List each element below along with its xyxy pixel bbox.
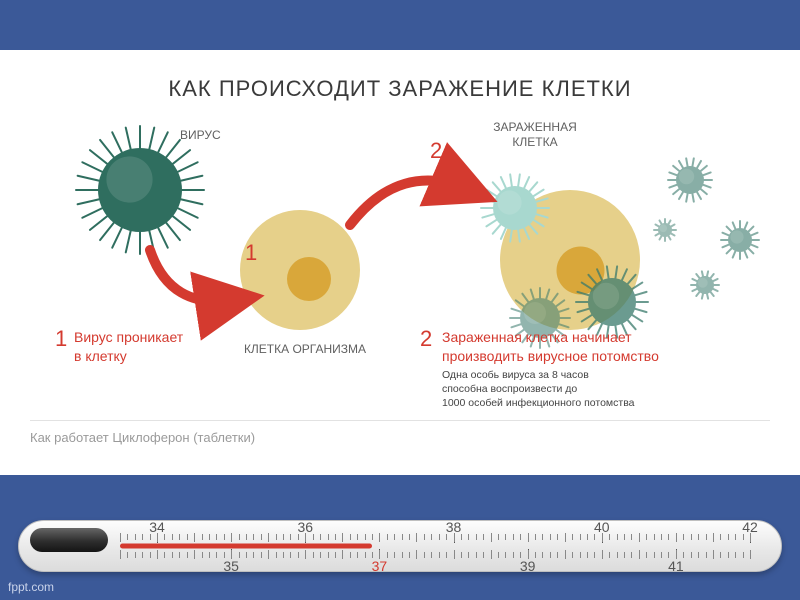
- thermo-tick-bottom: 37: [372, 558, 388, 574]
- svg-text:1: 1: [245, 240, 257, 265]
- thermo-tick-bottom: 41: [668, 558, 684, 574]
- label-infected-cell: ЗАРАЖЕННАЯКЛЕТКА: [460, 120, 610, 150]
- step-2-subnote: Одна особь вируса за 8 часовспособна вос…: [442, 368, 635, 411]
- thermo-tick-bottom: 39: [520, 558, 536, 574]
- step-1-text: Вирус проникаетв клетку: [74, 328, 183, 366]
- thermometer: 343638404235373941: [18, 514, 782, 578]
- infection-diagram: 12: [0, 50, 800, 450]
- thermometer-liquid: [120, 544, 372, 549]
- watermark: fppt.com: [8, 580, 54, 594]
- thermo-tick-bottom: 35: [223, 558, 239, 574]
- step-2-text: Зараженная клетка начинаетпроизводить ви…: [442, 328, 659, 366]
- label-virus: ВИРУС: [180, 128, 260, 142]
- step-1-number: 1: [55, 326, 67, 352]
- infographic-panel: КАК ПРОИСХОДИТ ЗАРАЖЕНИЕ КЛЕТКИ 12 ВИРУС…: [0, 50, 800, 475]
- svg-text:2: 2: [430, 138, 442, 163]
- divider-line: [30, 420, 770, 421]
- thermometer-scale: 343638404235373941: [120, 522, 750, 570]
- footer-note: Как работает Циклоферон (таблетки): [30, 430, 255, 445]
- label-cell: КЛЕТКА ОРГАНИЗМА: [230, 342, 380, 356]
- thermometer-bulb: [30, 528, 108, 552]
- step-2-number: 2: [420, 326, 432, 352]
